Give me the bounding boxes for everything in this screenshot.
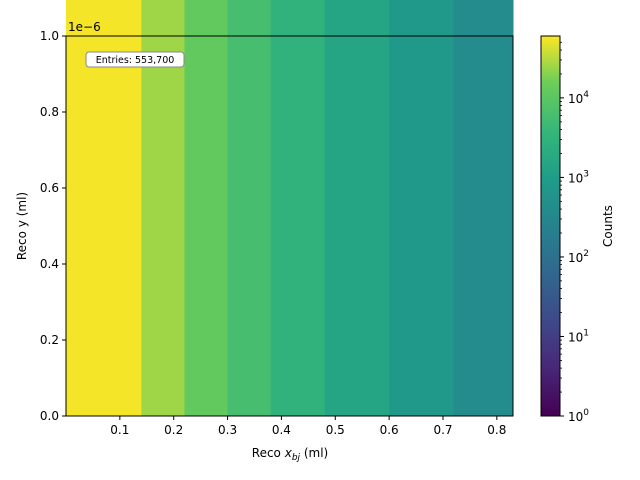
heatmap-cell-1: [141, 0, 185, 416]
x-axis-ticks: 0.1 0.2 0.3 0.4 0.5 0.6 0.7 0.8: [110, 416, 506, 437]
colorbar-tick-label: 103: [568, 169, 589, 185]
x-tick-label: 0.3: [218, 423, 237, 437]
heatmap-cell-4: [270, 0, 326, 416]
colorbar-tick-label: 101: [568, 328, 589, 344]
y-axis-ticks: 0.0 0.2 0.4 0.6 0.8 1.0: [40, 29, 66, 423]
entries-box: [85, 51, 185, 68]
y-tick-label: 0.4: [40, 257, 59, 271]
y-tick-label: 0.6: [40, 181, 59, 195]
heatmap-cell-0: [66, 0, 142, 416]
y-axis-label: Reco y (ml): [15, 192, 29, 260]
heatmap-cell-2: [184, 0, 229, 416]
x-tick-label: 0.1: [110, 423, 129, 437]
x-tick-label: 0.2: [164, 423, 183, 437]
plot-frame: [65, 35, 514, 417]
colorbar: [540, 35, 561, 417]
heatmap-cell-7: [453, 0, 514, 416]
y-tick-label: 1.0: [40, 29, 59, 43]
heatmap-cell-6: [389, 0, 455, 416]
x-tick-label: 0.6: [380, 423, 399, 437]
heatmap-cell-3: [227, 0, 272, 416]
entries-text: Entries: 553,700: [96, 55, 175, 66]
colorbar-label: Counts: [601, 205, 615, 247]
y-offset-label: 1e−6: [68, 20, 101, 34]
data-band: [66, 0, 514, 416]
colorbar-tick-label: 104: [568, 90, 589, 106]
colorbar-tick-label: 100: [568, 408, 589, 424]
y-tick-label: 0.0: [40, 409, 59, 423]
entries-annotation: Entries: 553,700: [85, 51, 185, 68]
colorbar-ticks: 100 101 102 103 104: [560, 41, 589, 424]
x-tick-label: 0.8: [487, 423, 506, 437]
x-tick-label: 0.4: [272, 423, 291, 437]
y-tick-label: 0.8: [40, 105, 59, 119]
colorbar-tick-label: 102: [568, 249, 589, 265]
heatmap-cell-5: [324, 0, 390, 416]
x-tick-label: 0.5: [326, 423, 345, 437]
y-tick-label: 0.2: [40, 333, 59, 347]
x-axis-label: Reco xbj (ml): [252, 446, 328, 463]
x-tick-label: 0.7: [433, 423, 452, 437]
